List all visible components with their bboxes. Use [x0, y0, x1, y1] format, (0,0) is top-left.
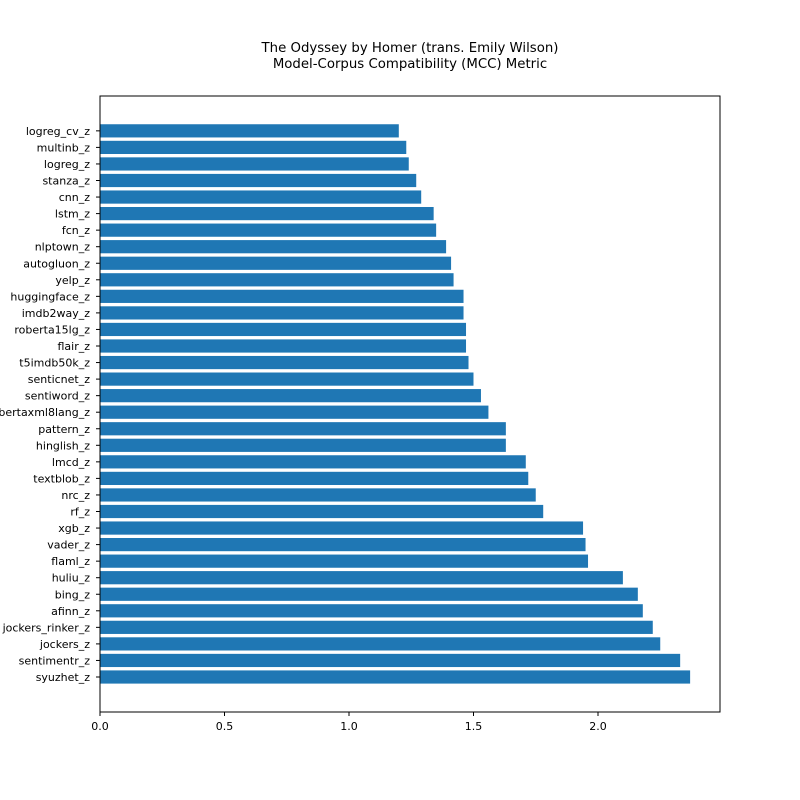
y-tick-label: lmcd_z: [52, 456, 90, 469]
bar-huggingface_z: [100, 289, 464, 303]
x-tick-label: 1.0: [340, 720, 358, 733]
bar-logreg_cv_z: [100, 124, 399, 138]
y-tick-label: afinn_z: [51, 605, 90, 618]
y-tick-label: jockers_rinker_z: [2, 621, 91, 634]
bar-flaml_z: [100, 554, 589, 568]
bar-senticnet_z: [100, 372, 474, 386]
bar-nlptown_z: [100, 240, 447, 254]
y-tick-label: bing_z: [55, 588, 90, 601]
x-axis-ticks: 0.0 0.5 1.0 1.5 2.0: [91, 712, 607, 733]
bar-huliu_z: [100, 571, 623, 585]
y-tick-label: jockers_z: [39, 638, 90, 651]
y-tick-label: nlptown_z: [35, 241, 91, 254]
bar-stanza_z: [100, 173, 417, 188]
y-tick-label: huggingface_z: [10, 290, 90, 303]
bar-fcn_z: [100, 223, 437, 237]
y-tick-label: autogluon_z: [23, 257, 90, 270]
bar-multinb_z: [100, 140, 407, 154]
y-tick-label: pattern_z: [38, 423, 90, 436]
bar-vader_z: [100, 538, 586, 552]
chart-subtitle: Model-Corpus Compatibility (MCC) Metric: [273, 57, 547, 72]
bars-layer: [100, 124, 691, 684]
bar-sentimentr_z: [100, 653, 681, 668]
y-tick-label: hinglish_z: [36, 439, 90, 452]
bar-roberta15lg_z: [100, 322, 467, 337]
y-tick-label: cnn_z: [59, 191, 90, 204]
y-tick-label: stanza_z: [42, 175, 90, 188]
y-tick-label: textblob_z: [33, 472, 90, 485]
y-tick-label: flaml_z: [51, 555, 90, 568]
bar-syuzhet_z: [100, 670, 691, 684]
y-tick-label: imdb2way_z: [22, 307, 90, 320]
bar-flair_z: [100, 339, 467, 353]
bar-sentiword_z: [100, 389, 481, 403]
bar-nrc_z: [100, 488, 536, 502]
bar-bing_z: [100, 587, 638, 601]
bar-jockers_z: [100, 637, 661, 651]
y-tick-label: rf_z: [70, 506, 90, 519]
bar-rf_z: [100, 504, 544, 519]
y-tick-label: yelp_z: [55, 274, 90, 287]
y-tick-label: xgb_z: [58, 522, 90, 535]
y-tick-label: logreg_z: [44, 158, 90, 171]
y-axis-ticks: syuzhet_z sentimentr_z jockers_z jockers_ri…: [0, 125, 100, 684]
y-tick-label: robertaxml8lang_z: [0, 406, 90, 419]
bar-logreg_z: [100, 157, 409, 171]
x-tick-label: 1.5: [465, 720, 483, 733]
y-tick-label: huliu_z: [52, 572, 91, 585]
chart-title: The Odyssey by Homer (trans. Emily Wilso…: [261, 41, 559, 56]
bar-cnn_z: [100, 190, 422, 204]
y-tick-label: roberta15lg_z: [14, 323, 90, 336]
y-tick-label: fcn_z: [62, 224, 90, 237]
plot-frame: [99, 95, 721, 713]
x-tick-label: 0.5: [216, 720, 234, 733]
bar-xgb_z: [100, 521, 584, 535]
y-tick-label: logreg_cv_z: [26, 125, 90, 138]
y-tick-label: flair_z: [57, 340, 90, 353]
bar-robertaxml8lang_z: [100, 405, 489, 419]
bar-yelp_z: [100, 273, 454, 287]
bar-t5imdb50k_z: [100, 355, 469, 370]
y-tick-label: sentimentr_z: [19, 654, 91, 667]
y-tick-label: sentiword_z: [25, 390, 90, 403]
bar-afinn_z: [100, 604, 643, 618]
x-tick-label: 0.0: [91, 720, 109, 733]
bar-autogluon_z: [100, 256, 452, 270]
bar-jockers_rinker_z: [100, 620, 653, 634]
bar-imdb2way_z: [100, 306, 464, 320]
y-tick-label: multinb_z: [37, 141, 91, 154]
y-tick-label: t5imdb50k_z: [19, 357, 90, 370]
bar-pattern_z: [100, 422, 506, 436]
x-tick-label: 2.0: [589, 720, 607, 733]
bar-lmcd_z: [100, 455, 526, 469]
bar-lstm_z: [100, 207, 434, 221]
bar-hinglish_z: [100, 438, 506, 452]
bar-textblob_z: [100, 471, 529, 485]
y-tick-label: syuzhet_z: [36, 671, 91, 684]
y-tick-label: lstm_z: [55, 208, 90, 221]
y-tick-label: vader_z: [47, 539, 90, 552]
y-tick-label: senticnet_z: [28, 373, 90, 386]
y-tick-label: nrc_z: [61, 489, 90, 502]
